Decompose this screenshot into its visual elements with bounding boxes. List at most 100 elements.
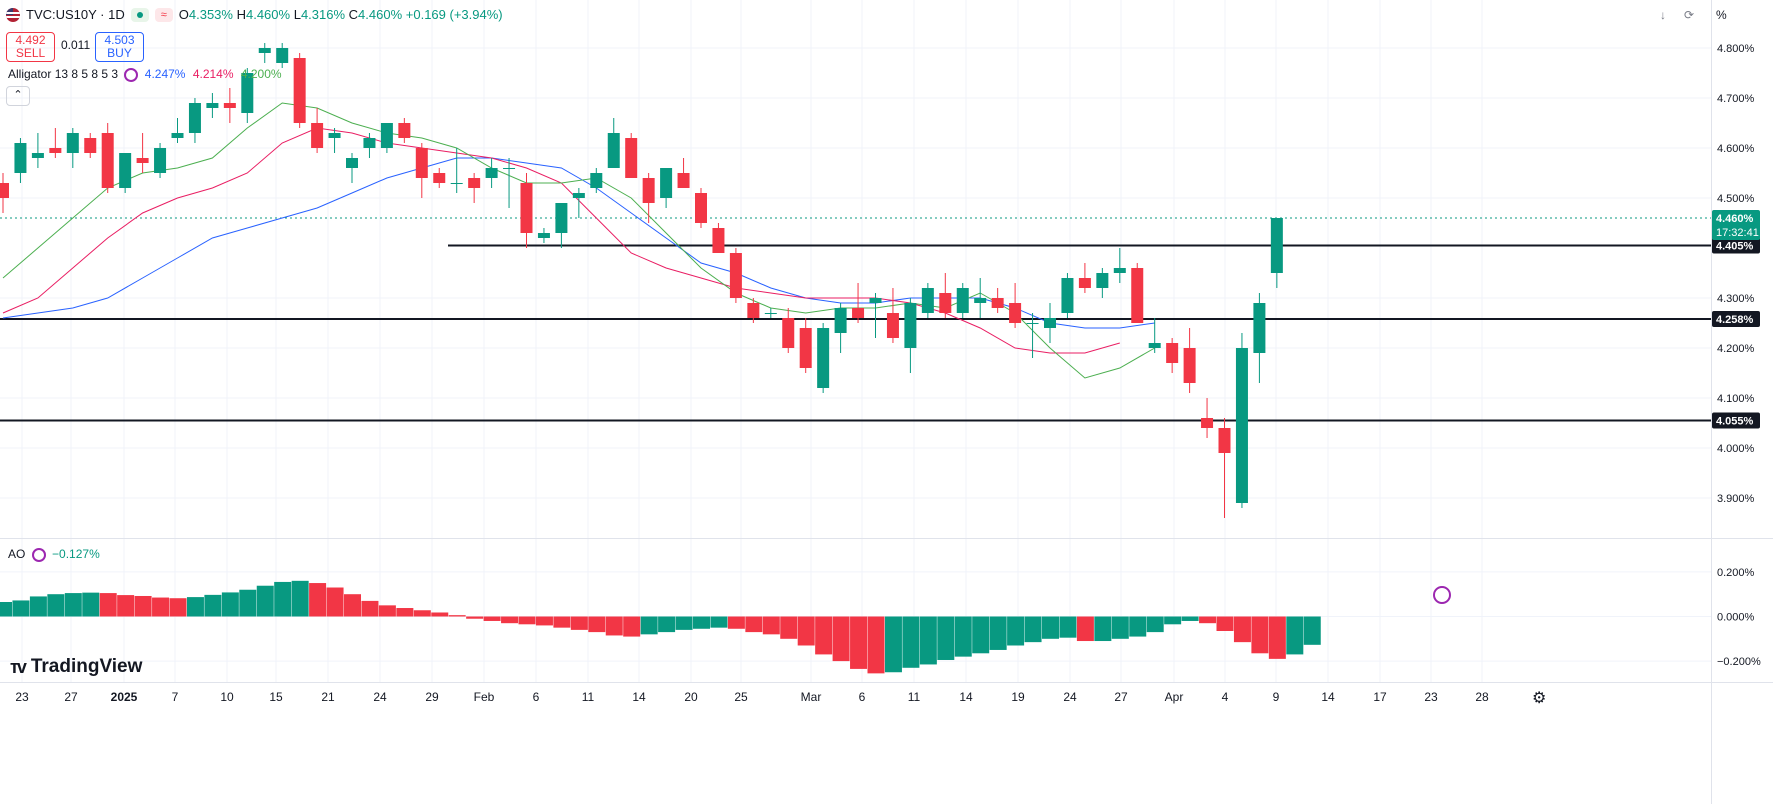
level-price-label: 4.258% <box>1716 314 1754 326</box>
tradingview-logo[interactable]: ᴛᴠ TradingView <box>10 656 142 678</box>
candle-up <box>450 183 463 184</box>
ao-bar <box>850 616 868 669</box>
ao-tick-label: 0.000% <box>1717 612 1755 624</box>
ao-settings-icon[interactable] <box>31 547 46 562</box>
candle-up <box>1061 278 1074 313</box>
ao-bar <box>483 616 501 621</box>
candle-down <box>625 138 638 178</box>
ao-bar <box>553 616 571 628</box>
ao-bar <box>1094 616 1112 642</box>
time-tick-label: 6 <box>533 690 540 704</box>
time-tick-label: 17 <box>1373 690 1387 704</box>
refresh-icon[interactable]: ⟳ <box>1684 8 1695 22</box>
ao-bar <box>29 596 47 617</box>
ao-bar <box>815 616 833 655</box>
time-tick-label: 14 <box>1321 690 1335 704</box>
ao-bar <box>1076 616 1094 642</box>
candle-down <box>991 298 1004 308</box>
candle-down <box>1218 428 1231 453</box>
ao-bar <box>466 616 484 619</box>
candle-down <box>799 328 812 368</box>
ao-bar <box>640 616 658 635</box>
candle-down <box>642 178 655 203</box>
ao-bar <box>186 597 204 617</box>
collapse-legend-button[interactable]: ⌃ <box>6 86 30 106</box>
candle-down <box>223 103 236 108</box>
candle-down <box>398 123 411 138</box>
ao-tick-label: 0.200% <box>1717 567 1755 579</box>
candle-up <box>660 168 673 198</box>
event-marker-icon <box>1433 586 1451 604</box>
candle-up <box>119 153 132 188</box>
alligator-lips-line <box>2 102 1155 379</box>
ao-bar <box>378 605 396 617</box>
symbol-title[interactable]: TVC:US10Y · 1D <box>26 7 125 22</box>
ao-bar <box>413 610 431 617</box>
candle-up <box>904 303 917 348</box>
ao-bar <box>1216 616 1234 631</box>
ao-bar <box>169 598 187 617</box>
ao-bar <box>762 616 780 635</box>
alligator-legend[interactable]: Alligator 13 8 5 8 5 3 4.247% 4.214% 4.2… <box>8 67 282 82</box>
ohlc-values: O4.353% H4.460% L4.316% C4.460% +0.169 (… <box>178 7 503 22</box>
candle-down <box>712 228 725 253</box>
candle-up <box>607 133 620 168</box>
time-tick-label: 20 <box>684 690 698 704</box>
ao-bar <box>1251 616 1269 654</box>
time-tick-label: 24 <box>1063 690 1077 704</box>
settings-icon[interactable] <box>124 67 139 82</box>
time-tick-label: 23 <box>1424 690 1438 704</box>
ao-bar <box>1059 616 1077 638</box>
price-tick-label: 4.600% <box>1717 143 1755 155</box>
ao-bar <box>396 608 414 617</box>
time-tick-label: 15 <box>269 690 283 704</box>
price-tick-label: 4.100% <box>1717 393 1755 405</box>
axis-unit-label[interactable]: % <box>1716 8 1727 22</box>
time-tick-label: 19 <box>1011 690 1025 704</box>
candle-up <box>154 148 167 173</box>
candle-down <box>852 308 865 318</box>
time-tick-label: 6 <box>859 690 866 704</box>
alligator-lips-value: 4.200% <box>240 67 282 81</box>
buy-button[interactable]: 4.503 BUY <box>95 32 144 62</box>
price-tick-label: 4.200% <box>1717 343 1755 355</box>
time-tick-label: 4 <box>1222 690 1229 704</box>
ao-legend[interactable]: AO −0.127% <box>8 547 100 562</box>
candle-down <box>1201 418 1214 428</box>
candle-up <box>1148 343 1161 348</box>
time-tick-label: 28 <box>1475 690 1489 704</box>
price-tick-label: 4.300% <box>1717 293 1755 305</box>
candle-up <box>66 133 79 153</box>
compare-icon[interactable]: ≈ <box>154 7 173 22</box>
candle-down <box>520 183 533 233</box>
ao-value: −0.127% <box>52 547 100 561</box>
alligator-teeth-value: 4.214% <box>192 67 234 81</box>
download-icon[interactable]: ↓ <box>1660 8 1666 22</box>
price-tick-label: 3.900% <box>1717 493 1755 505</box>
candle-down <box>729 253 742 298</box>
visibility-toggle-icon[interactable] <box>130 7 149 22</box>
price-tick-label: 4.500% <box>1717 193 1755 205</box>
ao-bar <box>64 593 82 617</box>
candle-up <box>241 73 254 113</box>
ao-bar <box>1164 616 1182 625</box>
gear-icon[interactable]: ⚙ <box>1532 690 1547 707</box>
level-price-tag <box>1712 412 1760 429</box>
candle-up <box>555 203 568 233</box>
ao-bar <box>82 592 100 617</box>
candle-up <box>537 233 550 238</box>
time-tick-label: 14 <box>632 690 646 704</box>
bar-countdown-label: 17:32:41 <box>1716 227 1759 239</box>
price-tick-label: 4.000% <box>1717 443 1755 455</box>
candle-down <box>1009 303 1022 323</box>
candle-up <box>258 48 271 53</box>
ao-bar <box>745 616 763 633</box>
ao-bar <box>309 583 327 617</box>
candle-up <box>485 168 498 178</box>
sell-button[interactable]: 4.492 SELL <box>6 32 55 62</box>
level-price-label: 4.055% <box>1716 416 1754 428</box>
candle-down <box>84 138 97 153</box>
ao-bar <box>727 616 745 629</box>
candle-up <box>31 153 44 158</box>
